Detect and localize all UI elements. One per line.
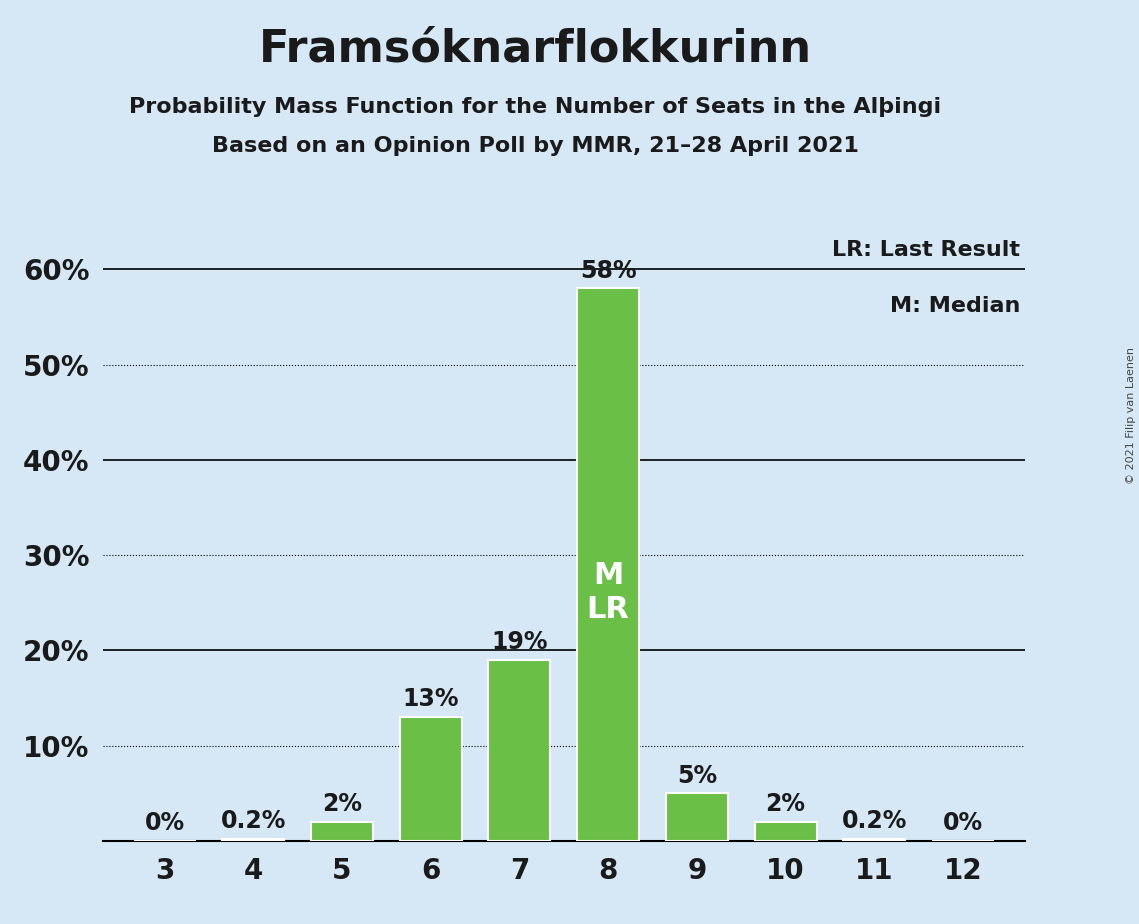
- Text: 58%: 58%: [580, 259, 637, 283]
- Text: 13%: 13%: [402, 687, 459, 711]
- Text: Framsóknarflokkurinn: Framsóknarflokkurinn: [259, 28, 812, 71]
- Text: M: Median: M: Median: [890, 296, 1021, 316]
- Bar: [311, 821, 374, 841]
- Text: 0%: 0%: [943, 811, 983, 835]
- Text: 2%: 2%: [322, 792, 362, 816]
- Bar: [843, 839, 906, 841]
- Bar: [666, 793, 728, 841]
- Bar: [222, 839, 285, 841]
- Text: Probability Mass Function for the Number of Seats in the Alþingi: Probability Mass Function for the Number…: [129, 97, 942, 117]
- Bar: [400, 717, 461, 841]
- Text: 0.2%: 0.2%: [842, 809, 907, 833]
- Text: LR: Last Result: LR: Last Result: [833, 240, 1021, 261]
- Bar: [489, 660, 550, 841]
- Text: 0.2%: 0.2%: [221, 809, 286, 833]
- Text: 5%: 5%: [677, 763, 716, 787]
- Bar: [754, 821, 817, 841]
- Text: 0%: 0%: [145, 811, 185, 835]
- Bar: [577, 288, 639, 841]
- Text: 2%: 2%: [765, 792, 805, 816]
- Text: 19%: 19%: [491, 630, 548, 654]
- Text: M
LR: M LR: [587, 561, 630, 624]
- Text: © 2021 Filip van Laenen: © 2021 Filip van Laenen: [1126, 347, 1136, 484]
- Text: Based on an Opinion Poll by MMR, 21–28 April 2021: Based on an Opinion Poll by MMR, 21–28 A…: [212, 136, 859, 156]
